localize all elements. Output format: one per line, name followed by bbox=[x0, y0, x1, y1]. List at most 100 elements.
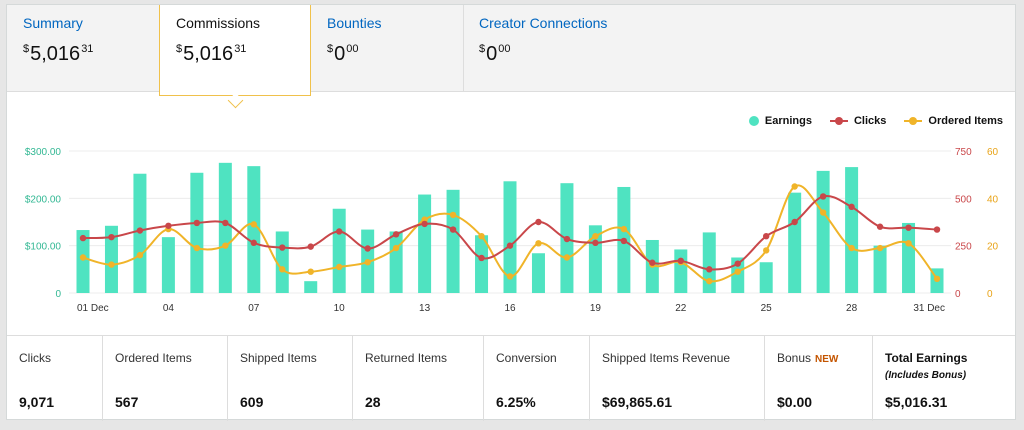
earnings-bar bbox=[902, 222, 916, 293]
currency-symbol: $ bbox=[479, 43, 486, 55]
ordered-items-point bbox=[876, 244, 884, 252]
clicks-point bbox=[905, 224, 912, 231]
legend-item-earnings[interactable]: Earnings bbox=[748, 115, 812, 127]
y-right-clicks-tick: 750 bbox=[955, 147, 972, 158]
legend-label-clicks: Clicks bbox=[853, 115, 887, 127]
clicks-point bbox=[449, 226, 457, 233]
stat-label: Clicks bbox=[19, 351, 51, 365]
tab-summary-label[interactable]: Summary bbox=[23, 15, 83, 31]
ordered-items-point bbox=[791, 183, 798, 190]
clicks-point bbox=[563, 235, 571, 243]
earnings-bar bbox=[475, 235, 489, 293]
ordered-items-point bbox=[478, 233, 485, 240]
amount-cents: 31 bbox=[81, 43, 94, 55]
clicks-point bbox=[592, 239, 599, 247]
clicks-point bbox=[364, 245, 371, 252]
amount-cents: 00 bbox=[498, 43, 511, 55]
tab-summary[interactable]: Summary $ 5,016 31 bbox=[7, 5, 159, 91]
earnings-chart: Earnings Clicks Ordered Items 0 $100.00 $2… bbox=[7, 91, 1015, 335]
new-badge: NEW bbox=[815, 354, 839, 365]
stat-ordered-items: Ordered Items 567 bbox=[103, 336, 228, 421]
earnings-bar bbox=[304, 281, 318, 293]
earnings-bar bbox=[446, 189, 460, 293]
tab-commissions-label[interactable]: Commissions bbox=[176, 15, 261, 31]
tab-bounties-label[interactable]: Bounties bbox=[327, 15, 382, 31]
ordered-items-point bbox=[108, 261, 115, 268]
clicks-point bbox=[478, 254, 485, 262]
stat-value: 9,071 bbox=[19, 394, 55, 410]
clicks-point bbox=[421, 220, 428, 228]
stat-label: Returned Items bbox=[365, 351, 448, 365]
report-tabs: Summary $ 5,016 31 Commissions $ 5,016 3… bbox=[7, 5, 1015, 96]
clicks-point bbox=[677, 257, 684, 265]
clicks-point bbox=[620, 237, 628, 245]
y-right-items-tick: 20 bbox=[987, 242, 999, 253]
earnings-bar bbox=[161, 237, 175, 293]
amount-cents: 31 bbox=[234, 43, 247, 55]
ordered-items-point bbox=[449, 211, 457, 219]
ordered-items-point bbox=[392, 244, 400, 252]
stat-sublabel: (Includes Bonus) bbox=[885, 370, 967, 381]
stat-value: 609 bbox=[240, 394, 264, 410]
stat-value: $0.00 bbox=[777, 394, 813, 410]
clicks-point bbox=[108, 233, 115, 241]
stat-label: Shipped Items bbox=[240, 351, 317, 365]
legend-item-clicks[interactable]: Clicks bbox=[829, 115, 887, 127]
earnings-bar bbox=[503, 181, 517, 293]
ordered-items-point bbox=[336, 263, 343, 271]
earnings-bar bbox=[76, 230, 90, 293]
clicks-point bbox=[734, 260, 741, 267]
tab-divider bbox=[463, 5, 464, 91]
x-tick-label: 16 bbox=[504, 303, 516, 314]
earnings-bar bbox=[845, 167, 859, 293]
currency-symbol: $ bbox=[23, 43, 30, 55]
y-right-clicks-tick: 250 bbox=[955, 242, 972, 253]
earnings-bar bbox=[389, 231, 403, 293]
x-tick-label: 19 bbox=[590, 303, 602, 314]
earnings-bar bbox=[247, 166, 261, 293]
amount-whole: 5,016 bbox=[183, 43, 234, 65]
tab-creator-connections[interactable]: Creator Connections $ 0 00 bbox=[463, 5, 713, 91]
tab-bounties[interactable]: Bounties $ 0 00 bbox=[311, 5, 463, 91]
chart-plot: 0 $100.00 $200.00 $300.00 0 250 500 750 0 20 40 60 0… bbox=[25, 147, 999, 314]
y-right-clicks-tick: 0 bbox=[955, 289, 961, 300]
stat-conversion: Conversion 6.25% bbox=[484, 336, 590, 421]
ordered-items-point bbox=[307, 268, 314, 275]
ordered-items-point bbox=[763, 247, 770, 254]
y-right-items-tick: 60 bbox=[987, 147, 999, 158]
earnings-bar bbox=[531, 253, 545, 293]
legend-marker-clicks bbox=[829, 117, 848, 125]
currency-symbol: $ bbox=[176, 43, 183, 55]
currency-symbol: $ bbox=[327, 43, 334, 55]
tab-commissions[interactable]: Commissions $ 5,016 31 bbox=[159, 5, 311, 96]
ordered-items-point bbox=[222, 242, 229, 249]
ordered-items-point bbox=[620, 225, 628, 233]
clicks-point bbox=[193, 219, 201, 227]
tab-creator-connections-label[interactable]: Creator Connections bbox=[479, 15, 608, 31]
earnings-bar bbox=[190, 172, 204, 293]
clicks-point bbox=[848, 203, 855, 211]
x-tick-label: 13 bbox=[419, 303, 431, 314]
stat-value: $69,865.61 bbox=[602, 394, 673, 410]
stat-value: 567 bbox=[115, 394, 139, 410]
x-tick-label: 04 bbox=[163, 303, 175, 314]
ordered-items-point bbox=[535, 240, 542, 247]
stat-label: Conversion bbox=[496, 351, 557, 365]
earnings-bar bbox=[674, 249, 688, 293]
clicks-point bbox=[392, 231, 400, 238]
stat-label: Bonus bbox=[777, 351, 812, 365]
legend-item-ordered-items[interactable]: Ordered Items bbox=[904, 115, 1003, 127]
tab-commissions-amount: $ 5,016 31 bbox=[176, 43, 310, 66]
stat-bonus: Bonus NEW $0.00 bbox=[765, 336, 873, 421]
legend-marker-ordered-items bbox=[904, 117, 923, 125]
ordered-items-point bbox=[364, 259, 371, 266]
clicks-point bbox=[136, 227, 144, 234]
clicks-point bbox=[763, 233, 770, 240]
x-tick-label: 10 bbox=[334, 303, 346, 314]
y-right-items-tick: 0 bbox=[987, 289, 993, 300]
legend-label-earnings: Earnings bbox=[764, 115, 812, 127]
x-tick-label: 22 bbox=[675, 303, 687, 314]
clicks-point bbox=[222, 219, 229, 227]
earnings-bar bbox=[788, 192, 802, 293]
y-left-tick: $100.00 bbox=[25, 242, 62, 253]
